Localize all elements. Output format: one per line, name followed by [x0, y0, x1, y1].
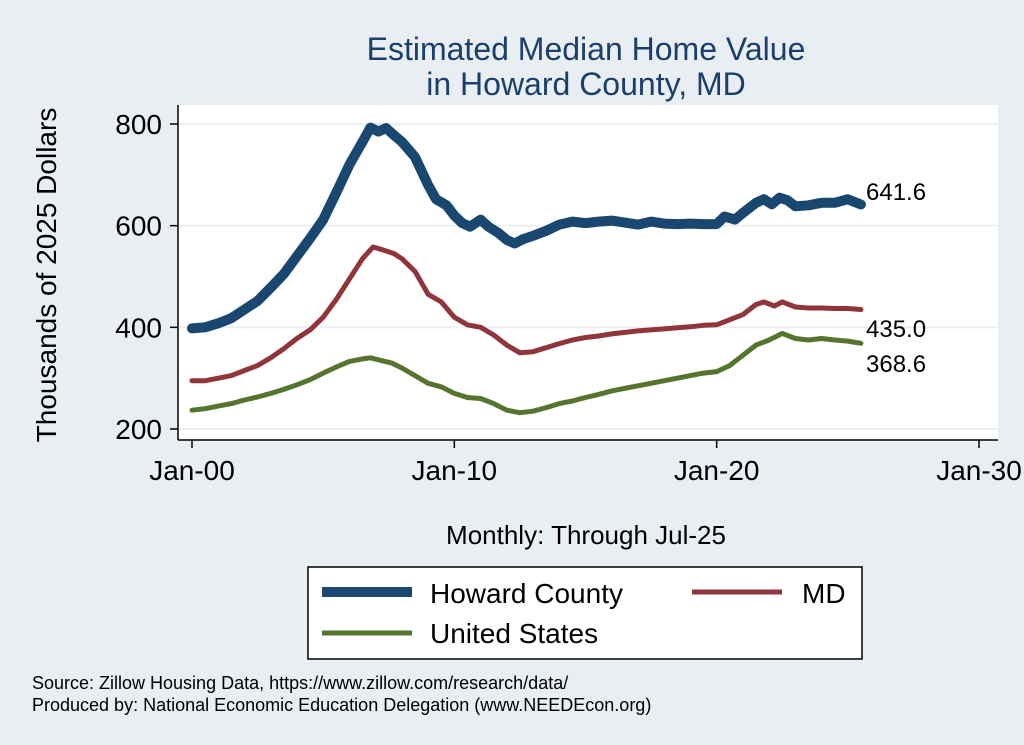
series-line-united-states [189, 330, 864, 416]
legend-label-us: United States [430, 618, 598, 649]
x-tick-label-2020: Jan-20 [674, 455, 760, 486]
chart-title-line-1: Estimated Median Home Value [367, 31, 806, 67]
end-labels: 641.6 435.0 368.6 [866, 179, 926, 378]
x-axis-title: Monthly: Through Jul-25 [446, 520, 726, 550]
y-tick-label-800: 800 [115, 109, 162, 140]
y-axis-ticks: 200 400 600 800 [115, 109, 178, 445]
x-tick-label-2010: Jan-10 [412, 455, 498, 486]
y-tick-label-600: 600 [115, 211, 162, 242]
y-tick-label-400: 400 [115, 312, 162, 343]
source-note: Source: Zillow Housing Data, https://www… [32, 673, 568, 693]
produced-by-note: Produced by: National Economic Education… [32, 695, 651, 715]
legend-box [307, 566, 863, 660]
legend-item-howard: Howard County [322, 578, 623, 609]
legend-label-howard: Howard County [430, 578, 623, 609]
legend-item-us: United States [322, 618, 598, 649]
y-tick-label-200: 200 [115, 414, 162, 445]
y-axis-title: Thousands of 2025 Dollars [31, 108, 62, 443]
legend-item-md: MD [692, 578, 846, 609]
end-label-howard-county: 641.6 [866, 179, 926, 206]
chart-title-line-2: in Howard County, MD [426, 66, 746, 102]
end-label-md: 435.0 [866, 316, 926, 343]
series-line-howard-county [187, 122, 866, 334]
legend-label-md: MD [802, 578, 846, 609]
x-tick-label-2000: Jan-00 [149, 455, 235, 486]
series-lines [187, 122, 866, 416]
series-line-md [189, 244, 864, 384]
x-axis-ticks: Jan-00 Jan-10 Jan-20 Jan-30 [149, 440, 1022, 486]
end-label-united-states: 368.6 [866, 351, 926, 378]
plot-area [178, 105, 998, 440]
x-tick-label-2030: Jan-30 [936, 455, 1022, 486]
